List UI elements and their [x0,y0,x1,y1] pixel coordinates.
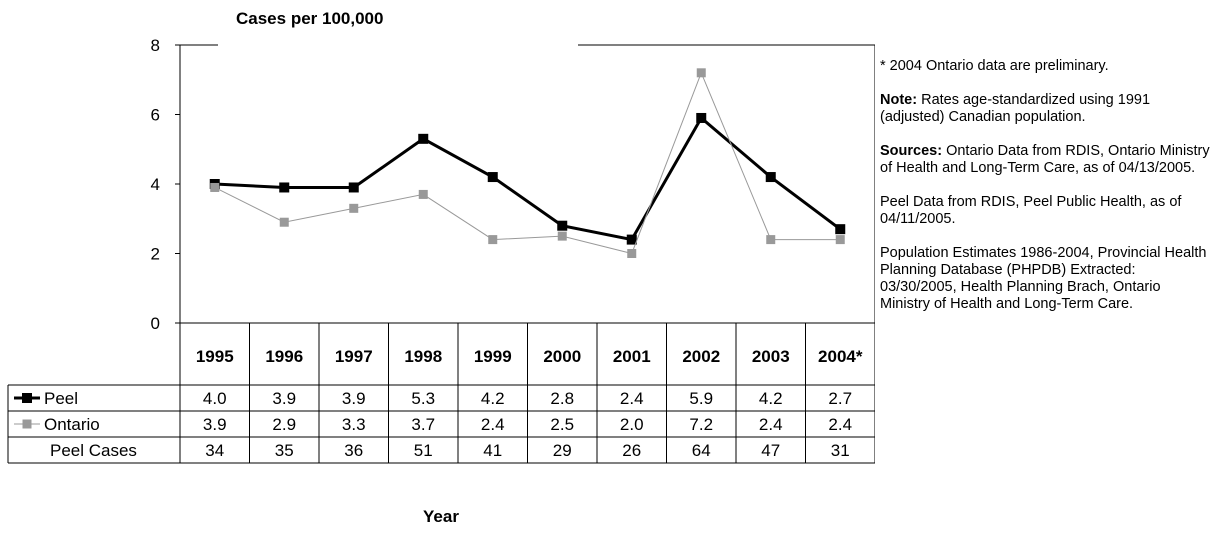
legend-marker-peel [22,393,32,403]
note-sources: Sources: Ontario Data from RDIS, Ontario… [880,143,1210,177]
data-point-ontario [418,189,428,199]
y-tick-label: 8 [151,36,160,55]
table-value: 35 [275,441,294,460]
legend-label: Ontario [44,415,100,434]
table-value: 29 [553,441,572,460]
data-point-peel [418,133,429,144]
sources-label: Sources: [880,143,943,159]
legend-marker-ontario [22,419,32,429]
y-tick-label: 6 [151,106,160,125]
table-value: 4.0 [203,389,227,408]
legend-label: Peel [44,389,78,408]
x-category-label: 1998 [404,347,442,366]
table-value: 2.7 [828,389,852,408]
y-tick-label: 0 [151,314,160,333]
note-label: Note: [880,92,918,108]
data-point-peel [835,224,846,235]
data-point-ontario [696,68,706,78]
table-value: 3.9 [203,415,227,434]
data-point-peel [557,220,568,231]
table-value: 2.4 [620,389,644,408]
chart-title: Cases per 100,000 [236,9,383,28]
y-tick-label: 4 [151,175,160,194]
table-value: 2.4 [481,415,505,434]
series-line-peel [214,115,842,242]
table-value: 51 [414,441,433,460]
table-value: 2.4 [828,415,852,434]
table-value: 3.3 [342,415,366,434]
table-value: 64 [692,441,711,460]
series-line-ontario [214,71,841,255]
title-background [218,30,578,48]
data-point-ontario [627,249,637,258]
y-tick-label: 2 [151,245,160,264]
data-point-ontario [488,235,498,245]
table-value: 2.5 [550,415,574,434]
table-value: 26 [622,441,641,460]
data-point-peel [348,182,359,193]
x-category-label: 2003 [752,347,790,366]
x-category-label: 1999 [474,347,512,366]
table-value: 3.9 [342,389,366,408]
data-point-peel [279,182,290,193]
x-category-label: 1997 [335,347,373,366]
chart-notes: * 2004 Ontario data are preliminary. Not… [880,58,1210,330]
x-category-label: 2002 [682,347,720,366]
data-point-ontario [835,235,845,245]
table-value: 2.9 [272,415,296,434]
table-value: 41 [483,441,502,460]
line-chart: Cases per 100,000 0 2 4 6 8 1995 1996 1997 1998 19… [7,9,875,526]
table-value: 5.9 [689,389,713,408]
table-value: 7.2 [689,415,713,434]
table-value: 4.2 [759,389,783,408]
data-point-ontario [210,182,220,192]
note-text: Rates age-standardized using 1991 (adjus… [880,92,1151,125]
table-value: 47 [761,441,780,460]
note-peel-source: Peel Data from RDIS, Peel Public Health,… [880,194,1182,227]
x-category-label: 1996 [265,347,303,366]
data-point-ontario [349,203,359,213]
data-point-peel [626,234,637,245]
note-population: Population Estimates 1986-2004, Provinci… [880,245,1207,312]
sources-text: Ontario Data from RDIS, Ontario Ministry… [880,143,1210,176]
x-category-label: 2004* [818,347,863,366]
data-point-ontario [279,217,289,227]
data-point-peel [696,112,707,123]
table-value: 3.7 [411,415,435,434]
x-axis-label: Year [423,507,459,526]
table-value: 5.3 [411,389,435,408]
table-value: 3.9 [272,389,296,408]
table-value: 4.2 [481,389,505,408]
x-category-label: 1995 [196,347,234,366]
x-category-label: 2000 [543,347,581,366]
table-value: 2.8 [550,389,574,408]
data-point-ontario [766,235,776,245]
x-category-label: 2001 [613,347,651,366]
table-value: 2.4 [759,415,783,434]
table-value: 2.0 [620,415,644,434]
table-value: 34 [205,441,224,460]
data-point-ontario [557,231,567,241]
table-row-label: Peel Cases [50,441,137,460]
data-point-peel [765,172,776,183]
data-point-peel [487,172,498,183]
table-value: 36 [344,441,363,460]
table-value: 31 [831,441,850,460]
note-standardization: Note: Rates age-standardized using 1991 … [880,92,1210,126]
note-preliminary: * 2004 Ontario data are preliminary. [880,58,1109,74]
